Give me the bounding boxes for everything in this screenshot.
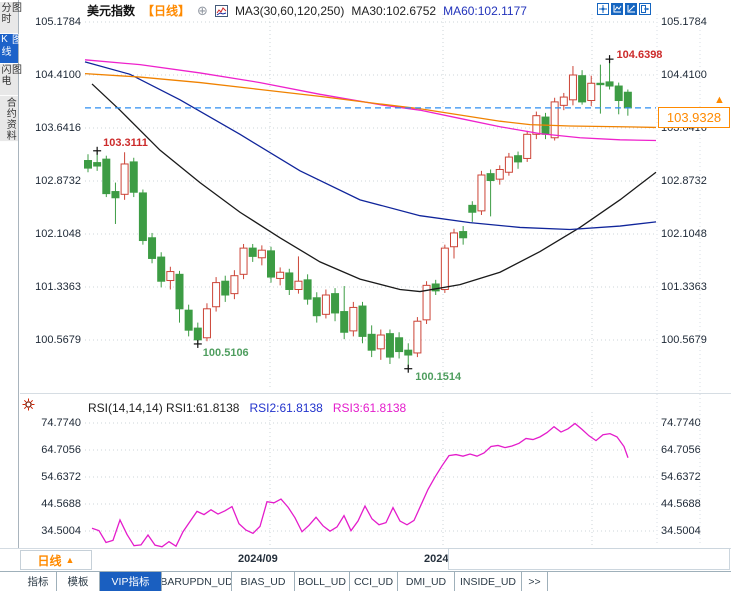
axis-scale-icon[interactable] — [611, 2, 623, 15]
price-axis-label: 103.6416 — [35, 122, 81, 134]
rsi-axis-label: 44.5688 — [661, 498, 701, 510]
price-axis-label: 102.1048 — [661, 228, 707, 240]
price-axis-label: 100.5679 — [35, 334, 81, 346]
rsi-axis-label: 74.7740 — [661, 417, 701, 429]
period-selector-label: 日线 — [37, 553, 62, 568]
mini-chart-icon — [214, 4, 228, 17]
sidebar-item-label: 合约资料 — [4, 96, 16, 141]
price-axis-label: 102.8732 — [35, 175, 81, 187]
price-axis-label: 105.1784 — [35, 16, 81, 28]
exit-chart-icon[interactable] — [639, 2, 651, 15]
price-axis-label: 102.8732 — [661, 175, 707, 187]
rsi-axis-label: 54.6372 — [41, 471, 81, 483]
empty-tooltip-box — [448, 548, 730, 570]
add-circle-icon[interactable]: ⊕ — [197, 2, 208, 18]
price-axis-label: 104.4100 — [35, 69, 81, 81]
rsi1-value: RSI(14,14,14) RSI1:61.8138 — [88, 401, 240, 415]
sidebar-item-label: 闪电图 — [0, 64, 21, 86]
price-axis-label: 101.3363 — [35, 281, 81, 293]
indicator-tab-more[interactable]: >> — [522, 572, 548, 591]
indicator-tab-barupdnud[interactable]: BARUPDN_UD — [162, 572, 232, 591]
trend-scale-icon[interactable] — [625, 2, 637, 15]
indicator-tab-biasud[interactable]: BIAS_UD — [232, 572, 295, 591]
rsi-axis-label: 64.7056 — [661, 444, 701, 456]
indicator-tab-more[interactable]: 指标 — [20, 572, 57, 591]
price-axis-label: 100.5679 — [661, 334, 707, 346]
period-badge[interactable]: 【日线】 — [142, 4, 191, 18]
rsi-header: RSI(14,14,14) RSI1:61.8138 RSI2:61.8138 … — [88, 401, 406, 415]
indicator-tab-vip[interactable]: VIP指标 — [100, 572, 162, 591]
rsi-axis-label: 64.7056 — [41, 444, 81, 456]
indicator-tab-bar: 指标 模板 VIP指标 BARUPDN_UD BIAS_UD BOLL_UD CCI_UD D… — [0, 571, 731, 591]
rsi2-value: RSI2:61.8138 — [249, 401, 323, 415]
rsi-axis-label: 44.5688 — [41, 498, 81, 510]
indicator-tab-dmiud[interactable]: DMI_UD — [398, 572, 455, 591]
rsi-axis-label: 54.6372 — [661, 471, 701, 483]
indicator-tab-cciud[interactable]: CCI_UD — [350, 572, 398, 591]
ma60-value: MA60:102.1177 — [443, 3, 527, 18]
indicator-settings-sun-icon[interactable] — [22, 398, 35, 416]
price-axis-label: 105.1784 — [661, 16, 707, 28]
rsi-axis-label: 34.5004 — [41, 525, 81, 537]
pan-crosshair-icon[interactable] — [597, 2, 609, 15]
price-annotation-low: 100.5106 — [202, 346, 249, 359]
indicator-tab-more[interactable]: 模板 — [57, 572, 100, 591]
price-annotation-low: 100.1514 — [415, 370, 462, 383]
sidebar-item-label: 分时图 — [0, 2, 21, 24]
price-axis-label: 104.4100 — [661, 69, 707, 81]
rsi-axis-label: 74.7740 — [41, 417, 81, 429]
date-tick-1: 2024/09 — [238, 553, 278, 565]
symbol-name: 美元指数 — [87, 4, 136, 18]
chart-type-sidebar: 分时图 K线图 闪电图 合约资料 — [0, 0, 21, 591]
chart-header: 美元指数 【日线】 ⊕ MA3(30,60,120,250) MA30:102.… — [87, 2, 527, 19]
xaxis-row: 日线 ▲ 2024/09 2024 — [0, 548, 731, 571]
rsi-axis-label: 34.5004 — [661, 525, 701, 537]
price-axis-label: 101.3363 — [661, 281, 707, 293]
panel-divider — [20, 393, 731, 394]
triangle-up-icon: ▲ — [65, 555, 75, 565]
sidebar-item-contract-info[interactable]: 合约资料 — [0, 96, 18, 142]
ma-params-label: MA3(30,60,120,250) — [234, 3, 345, 18]
sidebar-item-lightning-chart[interactable]: 闪电图 — [0, 64, 21, 96]
indicator-tab-bollud[interactable]: BOLL_UD — [295, 572, 350, 591]
rsi3-value: RSI3:61.8138 — [332, 401, 407, 415]
sidebar-item-kline-chart[interactable]: K线图 — [0, 34, 21, 64]
price-axis-label: 102.1048 — [35, 228, 81, 240]
sidebar-item-time-chart[interactable]: 分时图 — [0, 2, 21, 34]
price-alert-arrow[interactable]: ▲ — [714, 94, 725, 106]
price-annotation-high: 104.6398 — [616, 49, 663, 62]
indicator-tab-insideud[interactable]: INSIDE_UD — [455, 572, 522, 591]
sidebar-item-label: K线图 — [0, 34, 21, 57]
price-annotation-high: 103.3111 — [103, 136, 148, 149]
date-tick-2: 2024 — [424, 553, 449, 565]
current-price-tag: 103.9328 — [658, 107, 730, 128]
tab-bar-spacer — [0, 572, 20, 591]
chart-toolbar — [597, 2, 651, 15]
ma30-value: MA30:102.6752 — [351, 3, 437, 18]
period-selector[interactable]: 日线 ▲ — [20, 550, 92, 570]
